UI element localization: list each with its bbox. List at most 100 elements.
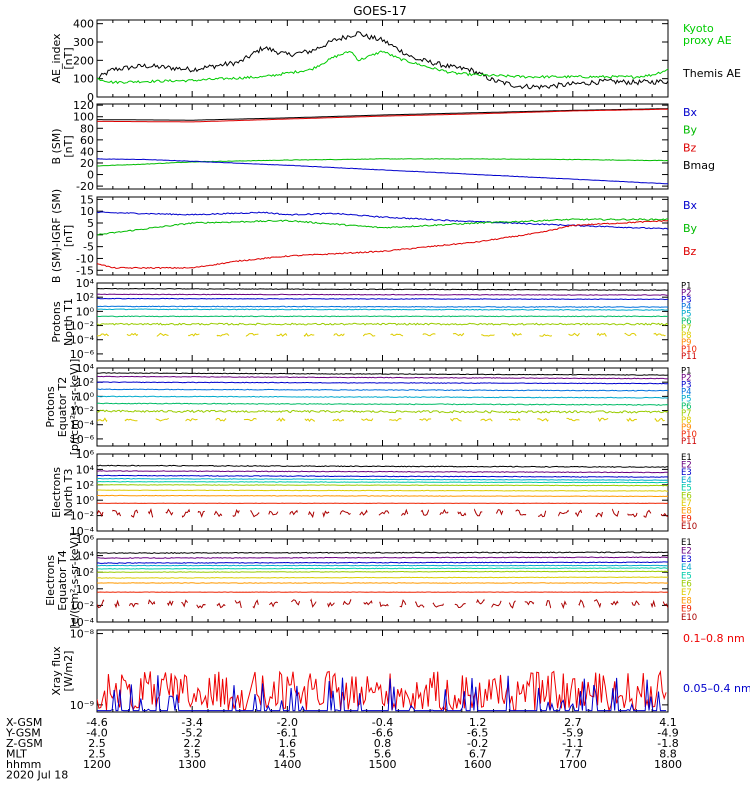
series-line-p4 <box>97 388 668 392</box>
y-axis-label: ProtonsEquator T2[p/(cm²-s-sr-keV)] <box>44 359 81 456</box>
legend-label: E6 <box>681 580 692 590</box>
legend-label: E10 <box>681 613 697 623</box>
legend-label: P3 <box>681 381 692 391</box>
y-tick-label: 10⁻⁴ <box>70 419 95 432</box>
y-tick-label: 10² <box>76 291 94 304</box>
y-axis-label: B (SM)-IGRF (SM)[nT] <box>50 189 75 283</box>
series-line-p1 <box>97 287 668 291</box>
legend-label: P5 <box>681 395 692 405</box>
series-line-e1 <box>97 464 668 468</box>
ephemeris-row-mlt: MLT 2.5 3.5 4.5 5.6 6.7 7.7 8.8 <box>6 748 677 761</box>
legend-label: E1 <box>681 538 692 548</box>
y-axis-label-line: [e/(cm²-s-sr-keV)] <box>68 532 81 628</box>
series-line-e6 <box>97 484 668 487</box>
y-tick-label: 0 <box>87 229 94 242</box>
y-tick-label: 40 <box>80 145 94 158</box>
legend-label: P8 <box>681 416 692 426</box>
y-axis-label-line: North T1 <box>62 298 75 346</box>
legend-label: E5 <box>681 571 692 581</box>
y-tick-label: 0 <box>87 91 94 104</box>
y-tick-label: 10⁻² <box>70 510 94 523</box>
series-line-p7 <box>97 409 668 414</box>
ephemeris-row-hhmm: hhmm 1200 1300 1400 1500 1600 1700 1800 <box>6 758 682 771</box>
y-tick-label: 0 <box>87 169 94 182</box>
ephemeris-table: X-GSM -4.6 -3.4 -2.0 -0.4 1.2 2.7 4.1 Y-GSM -4.0 -… <box>5 716 682 782</box>
legend-label: P8 <box>681 331 692 341</box>
series-line-e2 <box>97 470 668 474</box>
series-line-p7 <box>97 322 668 326</box>
ephemeris-value: -5.9 <box>562 727 583 740</box>
legend-label: E10 <box>681 522 697 532</box>
y-axis-label: ElectronsEquator T4[e/(cm²-s-sr-keV)] <box>44 532 81 628</box>
ephemeris-row-label: X-GSM <box>6 716 42 729</box>
series-line-by <box>97 218 668 236</box>
series-line-0-05-0-4-nm <box>97 675 667 712</box>
y-tick-label: 10⁰ <box>76 494 95 507</box>
ephemeris-value: -3.4 <box>181 716 202 729</box>
legend-label: E5 <box>681 484 692 494</box>
series-group <box>97 287 668 338</box>
legend-label: 0.05–0.4 nm <box>683 682 750 695</box>
y-axis-label-line: B (SM) <box>50 128 63 164</box>
ephemeris-value: -6.1 <box>277 727 298 740</box>
legend-label: P7 <box>681 324 692 334</box>
legend-label: P11 <box>681 352 697 362</box>
series-line-bx <box>97 211 668 230</box>
y-tick-label: 10 <box>80 205 94 218</box>
series-line-p2 <box>97 375 668 380</box>
y-tick-label: 10⁶ <box>76 533 95 546</box>
ephemeris-row-y-gsm: Y-GSM -4.0 -5.2 -6.1 -6.6 -6.5 -5.9 -4.9 <box>5 727 679 740</box>
ephemeris-value: 5.6 <box>374 748 392 761</box>
y-tick-label: 10⁻⁴ <box>70 525 95 538</box>
legend-label: P1 <box>681 281 692 291</box>
series-group <box>97 669 667 712</box>
legend-label: E4 <box>681 476 692 486</box>
series-line-e5 <box>97 567 668 570</box>
legend-label: Themis AE <box>682 67 741 80</box>
y-tick-label: 10⁻⁸ <box>70 628 95 641</box>
y-tick-label: 10⁻⁶ <box>70 433 95 446</box>
legend: Bx By Bz <box>683 199 698 258</box>
series-line-bz <box>97 219 668 270</box>
y-axis-label-line: North T3 <box>62 469 75 517</box>
series-line-p3 <box>97 297 668 301</box>
ephemeris-value: 3.5 <box>183 748 201 761</box>
ephemeris-value: -2.0 <box>277 716 298 729</box>
series-line-e5 <box>97 480 668 484</box>
y-tick-label: 10⁻² <box>70 320 94 333</box>
series-group <box>97 108 668 185</box>
y-tick-label: 10⁻⁴ <box>70 616 95 629</box>
ephemeris-value: -4.0 <box>86 727 107 740</box>
y-tick-label: -20 <box>76 180 94 193</box>
legend-label: P1 <box>681 366 692 376</box>
legend-label: By <box>683 222 698 235</box>
legend-label: P10 <box>681 345 697 355</box>
y-tick-label: 10⁴ <box>76 550 95 563</box>
legend-label: Bmag <box>683 159 715 172</box>
ephemeris-value: 1500 <box>369 758 397 771</box>
series-group <box>97 551 668 610</box>
legend-label: E7 <box>681 499 692 509</box>
y-tick-label: 100 <box>73 73 94 86</box>
y-tick-label: 10⁰ <box>76 390 95 403</box>
ephemeris-value: 1.6 <box>279 737 297 750</box>
series-line-e10 <box>97 507 668 519</box>
series-line-bz <box>97 108 668 123</box>
ephemeris-value: 1300 <box>178 758 206 771</box>
ephemeris-value: 1700 <box>559 758 587 771</box>
y-axis-label: ElectronsNorth T3 <box>50 467 75 518</box>
y-axis-label-line: [nT] <box>62 135 75 157</box>
legend-label: E9 <box>681 605 692 615</box>
legend-label: P9 <box>681 338 692 348</box>
series-line-p5 <box>97 308 668 311</box>
y-tick-label: 10⁴ <box>76 463 95 476</box>
y-axis-label-line: Electrons <box>50 467 63 518</box>
y-tick-label: 10² <box>76 566 94 579</box>
date-label: 2020 Jul 18 <box>6 769 68 782</box>
y-tick-label: -5 <box>83 241 94 254</box>
